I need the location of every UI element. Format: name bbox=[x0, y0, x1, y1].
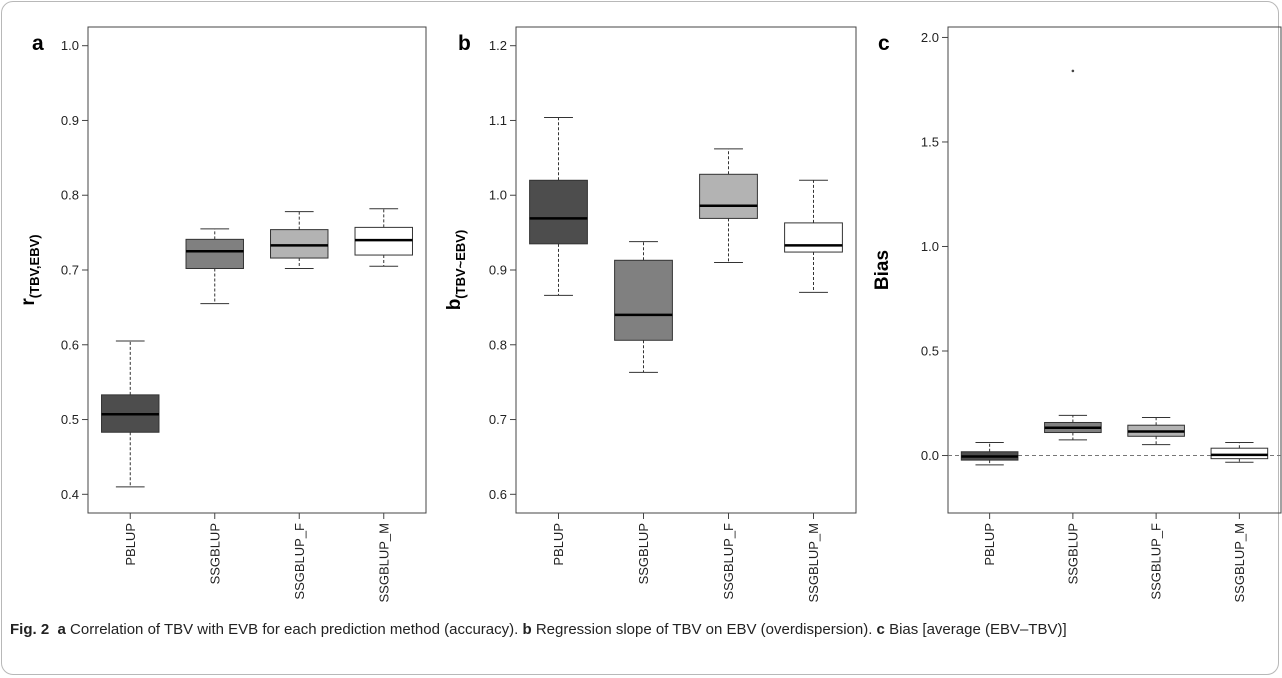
y-tick-label: 0.5 bbox=[921, 344, 939, 359]
box-iqr bbox=[270, 229, 329, 259]
y-axis-label-sub: (TBV,EBV) bbox=[27, 234, 42, 298]
box-a-SSGBLUP_M bbox=[354, 208, 413, 267]
panel-b: b0.60.70.80.91.01.11.2b(TBV~EBV)PBLUP SSG… bbox=[444, 26, 857, 602]
y-tick-label: 0.5 bbox=[61, 412, 79, 427]
x-tick-label-SSGBLUP: SSGBLUP bbox=[636, 523, 651, 584]
panel-letter-c: c bbox=[878, 32, 890, 55]
y-tick-label: 0.8 bbox=[489, 337, 507, 352]
panel-a: a 0.4 0.5 0.6 0.7 0.8 0.9 1.0 r(TBV,EBV) PBLUP SSG… bbox=[18, 26, 427, 602]
x-tick-label-SSGBLUP: SSGBLUP bbox=[1065, 523, 1080, 584]
box-iqr bbox=[185, 238, 244, 270]
y-tick-label: 0.7 bbox=[61, 263, 79, 278]
box-iqr bbox=[614, 259, 673, 341]
y-axis-label-sub: (TBV~EBV) bbox=[453, 230, 468, 299]
y-tick-label: 1.5 bbox=[921, 134, 939, 149]
y-axis-label-a: r(TBV,EBV) bbox=[18, 234, 42, 305]
y-tick-label: 2.0 bbox=[921, 30, 939, 45]
x-tick-label-SSGBLUP_F: SSGBLUP_F bbox=[292, 523, 307, 600]
box-a-PBLUP bbox=[101, 340, 160, 488]
panel-c: c 0.0 0.5 1.0 1.5 2.0 Bias PBLUP SSGBLUP SSGBLUP_… bbox=[872, 26, 1282, 602]
y-tick-label: 0.6 bbox=[489, 487, 507, 502]
y-tick-label: 0.0 bbox=[921, 448, 939, 463]
y-tick-label: 1.0 bbox=[921, 239, 939, 254]
y-tick-label: 0.8 bbox=[61, 188, 79, 203]
box-c-SSGBLUP_F bbox=[1127, 416, 1185, 446]
y-axis-label-c: Bias bbox=[872, 250, 893, 290]
panel-letter-a: a bbox=[32, 32, 44, 55]
caption-c-text: Bias [average (EBV–TBV)] bbox=[889, 621, 1067, 638]
box-b-SSGBLUP bbox=[614, 241, 673, 373]
x-tick-label-PBLUP: PBLUP bbox=[982, 523, 997, 566]
box-c-SSGBLUP_M bbox=[1210, 442, 1269, 463]
y-axis-label-main: r bbox=[18, 298, 39, 306]
y-tick-label: 0.9 bbox=[61, 113, 79, 128]
outlier-point bbox=[1071, 69, 1075, 73]
box-b-SSGBLUP_F bbox=[699, 148, 758, 264]
box-c-SSGBLUP bbox=[1044, 69, 1102, 441]
figure-caption: Fig. 2 a Correlation of TBV with EVB for… bbox=[10, 619, 1272, 640]
caption-a-letter: a bbox=[57, 621, 66, 638]
y-axis-label-b: b(TBV~EBV) bbox=[444, 230, 468, 311]
y-tick-label: 0.6 bbox=[61, 337, 79, 352]
box-b-SSGBLUP_M bbox=[784, 179, 843, 293]
box-iqr bbox=[784, 222, 843, 253]
box-iqr bbox=[529, 179, 588, 245]
caption-b-text: Regression slope of TBV on EBV (overdisp… bbox=[535, 621, 873, 638]
box-a-SSGBLUP bbox=[185, 228, 244, 305]
box-c-PBLUP bbox=[960, 442, 1019, 466]
plot-area-b bbox=[515, 26, 857, 514]
x-tick-label-SSGBLUP_M: SSGBLUP_M bbox=[806, 523, 821, 602]
box-iqr bbox=[1210, 447, 1269, 460]
caption-fig-label: Fig. 2 bbox=[10, 621, 50, 638]
y-tick-label: 1.2 bbox=[489, 38, 507, 53]
y-axis-label-main: b bbox=[444, 299, 465, 311]
y-axis-label-main: Bias bbox=[872, 250, 893, 290]
x-tick-label-SSGBLUP: SSGBLUP bbox=[207, 523, 222, 584]
panel-letter-b: b bbox=[458, 32, 471, 55]
plot-area-c bbox=[947, 26, 1282, 514]
y-tick-label: 0.9 bbox=[489, 263, 507, 278]
caption-a-text: Correlation of TBV with EVB for each pre… bbox=[70, 621, 519, 638]
x-tick-label-SSGBLUP_M: SSGBLUP_M bbox=[376, 523, 391, 602]
caption-c-letter: c bbox=[876, 621, 885, 638]
y-tick-label: 1.1 bbox=[489, 113, 507, 128]
y-tick-label: 0.7 bbox=[489, 412, 507, 427]
y-tick-label: 1.0 bbox=[61, 38, 79, 53]
y-tick-label: 1.0 bbox=[489, 188, 507, 203]
x-tick-label-SSGBLUP_F: SSGBLUP_F bbox=[1149, 523, 1164, 600]
x-tick-label-PBLUP: PBLUP bbox=[123, 523, 138, 566]
box-iqr bbox=[699, 173, 758, 219]
y-tick-label: 0.4 bbox=[61, 487, 79, 502]
box-b-PBLUP bbox=[529, 116, 588, 296]
plot-area-a bbox=[87, 26, 427, 514]
x-tick-label-PBLUP: PBLUP bbox=[551, 523, 566, 566]
x-tick-label-SSGBLUP_M: SSGBLUP_M bbox=[1232, 523, 1247, 602]
caption-b-letter: b bbox=[522, 621, 532, 638]
x-tick-label-SSGBLUP_F: SSGBLUP_F bbox=[721, 523, 736, 600]
box-a-SSGBLUP_F bbox=[270, 211, 329, 270]
